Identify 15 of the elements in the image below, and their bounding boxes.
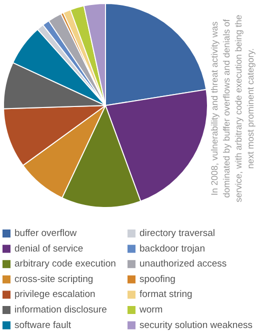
legend-label: information disclosure [14, 304, 107, 316]
legend-label: directory traversal [140, 228, 215, 239]
legend-label: unauthorized access [140, 258, 227, 270]
legend-label: cross-site scripting [14, 274, 94, 285]
legend-label: privilege escalation [14, 289, 96, 300]
text: In 2008, vulnerability and threat activity was dominated by buffer overflows and denials of service, with arbitrary code execution being the next most prominent category. [210, 14, 256, 202]
legend-label: security solution weakness [140, 320, 253, 331]
legend-label: backdoor trojan [140, 243, 205, 254]
legend-label: spoofing [140, 274, 176, 285]
legend-label: worm [138, 304, 163, 316]
legend-label: format string [140, 289, 192, 300]
legend-label: arbitrary code execution [14, 258, 116, 270]
legend-label: software fault [14, 320, 72, 331]
legend-label: denial of service [14, 243, 84, 254]
legend-label: buffer overflow [14, 228, 77, 239]
